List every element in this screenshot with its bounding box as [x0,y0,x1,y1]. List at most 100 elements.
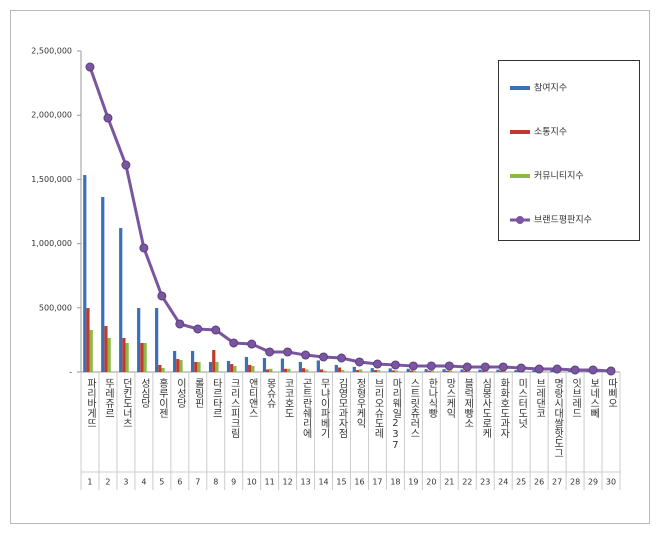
x-tick-label: 정형우케익 [354,378,366,428]
bar [119,228,123,372]
bar [406,368,410,372]
bar [125,342,129,372]
line-marker [516,363,526,373]
line-marker [85,62,95,72]
bar [140,342,144,372]
rank-label: 29 [588,478,598,487]
bar [287,368,291,372]
rank-label: 6 [177,478,182,487]
x-tick-label: 스트릿츄러스 [408,378,420,438]
legend-label: 커뮤니티지수 [534,171,584,182]
legend-box [498,60,640,241]
line-marker [462,362,472,372]
line-marker [426,361,436,371]
bar [122,337,126,372]
rank-label: 2 [105,478,110,487]
x-tick-label: 파리바게뜨 [84,378,96,428]
bar [251,365,255,372]
bar [230,364,234,372]
bar [359,369,363,372]
bar [466,370,471,372]
x-tick-label: 한나식빵 [426,378,438,418]
rank-label: 9 [231,478,236,487]
x-tick-label: 무냐이파베기 [318,378,330,439]
y-tick-label: 2,000,000 [31,111,72,120]
bar [173,350,177,372]
line-marker [372,359,382,369]
y-tick-label: 1,500,000 [31,175,72,184]
bar [284,368,288,372]
x-tick-label: 코코호도 [282,378,294,418]
rank-label: 16 [354,478,364,487]
bar [341,370,345,372]
x-tick-label: 미스터도넛 [516,378,528,429]
bar [448,370,453,372]
rank-label: 30 [606,478,616,487]
bar [395,370,399,372]
line-marker [588,365,598,375]
bar [424,369,428,372]
line-marker [265,347,275,357]
bar [550,370,554,372]
line-marker [319,352,329,362]
line-marker [175,319,185,329]
bar [305,369,309,372]
bar [190,350,195,372]
rank-label: 18 [390,478,400,487]
bar [355,370,360,372]
bar [208,361,213,372]
rank-label: 20 [426,478,436,487]
rank-label: 15 [336,478,346,487]
rank-label: 1 [87,478,92,487]
bar [212,350,216,372]
bar [409,370,413,372]
x-tick-label: 블럭제빵소 [462,378,474,428]
line-marker [534,364,544,374]
x-tick-label: 잇브레드 [570,378,582,418]
rank-label: 7 [195,478,200,487]
bar [445,370,449,372]
legend-swatch [516,216,524,224]
y-tick-label: 1,000,000 [31,239,72,248]
bar [316,360,320,372]
rank-label: 8 [213,478,218,487]
x-tick-label: 브레댄코 [534,378,546,418]
bar [233,365,237,372]
bar [104,326,108,372]
rank-label: 4 [141,478,146,487]
x-tick-label: 보네스뻬 [588,378,600,419]
x-tick-label: 홍루이젠 [156,377,168,418]
legend-label: 참여지수 [534,82,567,94]
rank-label: 25 [516,478,526,487]
rank-label: 21 [444,478,454,487]
rank-label: 28 [570,478,580,487]
bar [388,368,392,372]
x-tick-label: 마리웨일237 [390,378,402,451]
bar [319,369,324,372]
line-marker [211,325,221,335]
bar [158,364,162,372]
rank-label: 13 [300,478,310,487]
legend-swatch [510,130,530,134]
rank-label: 27 [552,478,562,487]
bar [484,370,489,372]
bar [442,369,446,372]
rank-label: 19 [408,478,418,487]
rank-label: 10 [247,478,257,487]
x-tick-label: 던킨도너츠 [120,378,132,428]
x-tick-label: 따삐오 [606,378,618,408]
bar [460,369,464,372]
bar [352,366,356,372]
rank-label: 11 [265,478,275,487]
x-tick-label: 롤링핀 [192,378,204,408]
bar [323,370,327,372]
bar [83,175,87,372]
bar [266,369,270,372]
bar [155,308,159,372]
bar [262,358,267,372]
bar [499,370,503,372]
bar [427,370,431,372]
rank-label: 26 [534,478,544,487]
